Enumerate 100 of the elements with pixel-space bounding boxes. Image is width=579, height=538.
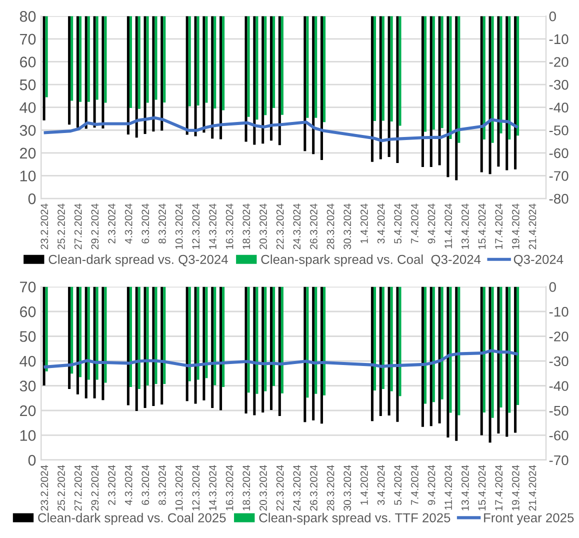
- legend-label: Clean-dark spread vs. Coal 2025: [38, 512, 226, 525]
- y2-tick-label: -50: [549, 125, 568, 136]
- x-tick-label: 1.4.2024: [360, 465, 368, 505]
- y2-tick-label: -60: [549, 148, 568, 158]
- x-tick-label: 28.3.2024: [326, 465, 334, 511]
- y2-tick-label: -70: [549, 455, 568, 466]
- x-tick-label: 27.2.2024: [74, 204, 82, 250]
- x-tick-label: 28.3.2024: [326, 204, 334, 250]
- x-tick-label: 7.4.2024: [410, 465, 418, 505]
- x-tick-label: 26.3.2024: [310, 465, 318, 511]
- legend-label: Q3-2024: [514, 254, 564, 266]
- y-tick-label: 10: [20, 170, 36, 182]
- x-tick-label: 20.3.2024: [260, 465, 267, 511]
- x-tick-label: 25.2.2024: [58, 204, 65, 250]
- y2-tick-label: -20: [549, 332, 568, 342]
- x-tick-label: 21.4.2024: [528, 465, 536, 511]
- x-tick-label: 13.4.2024: [461, 465, 469, 510]
- y2-tick-label: 0: [549, 282, 556, 292]
- y-tick-label: 20: [20, 405, 36, 416]
- x-tick-label: 13.4.2024: [461, 204, 469, 249]
- x-tick-label: 11.4.2024: [444, 204, 452, 248]
- y-tick-label: 20: [20, 148, 36, 159]
- x-tick-label: 27.2.2024: [74, 465, 82, 511]
- x-tick-label: 5.4.2024: [394, 465, 402, 505]
- y-tick-label: 50: [20, 79, 36, 90]
- y2-tick-label: -10: [549, 306, 568, 317]
- x-tick-label: 23.2.2024: [40, 465, 48, 511]
- x-tick-label: 4.3.2024: [124, 465, 132, 506]
- x-tick-label: 18.3.2024: [242, 204, 250, 249]
- y2-tick-label: -60: [549, 430, 568, 440]
- x-tick-label: 18.3.2024: [242, 465, 250, 510]
- x-tick-label: 24.3.2024: [293, 204, 301, 250]
- y-tick-label: 0: [28, 193, 36, 204]
- legend-label: Clean-spark spread vs. Coal Q3-2024: [261, 254, 481, 267]
- x-tick-label: 29.2.2024: [91, 204, 99, 250]
- legend-label: Clean-dark spread vs. Q3-2024: [48, 254, 228, 267]
- x-tick-label: 23.2.2024: [40, 204, 48, 250]
- x-tick-label: 29.2.2024: [91, 465, 99, 511]
- y-tick-label: 40: [20, 356, 36, 367]
- y-tick-label: 0: [28, 454, 36, 466]
- x-tick-label: 2.3.2024: [108, 204, 116, 244]
- y-tick-label: 30: [20, 124, 36, 136]
- line-series: [44, 349, 518, 368]
- line-series: [44, 116, 518, 142]
- x-tick-label: 8.3.2024: [158, 204, 166, 244]
- y2-tick-label: -30: [549, 356, 568, 366]
- y-tick-label: 10: [20, 430, 36, 441]
- x-tick-label: 17.4.2024: [495, 204, 503, 249]
- x-tick-label: 30.3.2024: [344, 204, 352, 250]
- x-tick-label: 2.3.2024: [108, 465, 116, 505]
- x-tick-label: 19.4.2024: [512, 465, 520, 510]
- x-tick-label: 11.4.2024: [444, 465, 452, 510]
- legend-label: Clean-spark spread vs. TTF 2025: [259, 512, 450, 525]
- x-tick-label: 10.3.2024: [175, 204, 183, 249]
- y-tick-label: 60: [20, 56, 36, 68]
- x-tick-label: 10.3.2024: [175, 465, 183, 510]
- x-tick-label: 6.3.2024: [142, 204, 150, 244]
- legend-label: Front year 2025: [484, 513, 574, 525]
- y-tick-label: 30: [20, 380, 36, 392]
- x-tick-label: 19.4.2024: [512, 204, 520, 249]
- x-tick-label: 24.3.2024: [293, 465, 301, 511]
- x-tick-label: 26.3.2024: [310, 204, 318, 250]
- x-tick-label: 22.3.2024: [276, 465, 284, 511]
- x-tick-label: 17.4.2024: [495, 465, 503, 510]
- y2-tick-label: -40: [549, 102, 568, 112]
- x-tick-label: 12.3.2024: [192, 204, 200, 249]
- y-tick-label: 40: [20, 102, 36, 114]
- x-tick-label: 1.4.2024: [360, 204, 368, 244]
- y2-tick-label: -30: [549, 80, 568, 90]
- x-tick-label: 8.3.2024: [158, 465, 166, 505]
- x-tick-label: 4.3.2024: [124, 204, 132, 244]
- x-tick-label: 25.2.2024: [58, 465, 65, 511]
- x-tick-label: 5.4.2024: [394, 204, 402, 244]
- x-tick-label: 9.4.2024: [428, 204, 436, 244]
- x-tick-label: 20.3.2024: [260, 204, 267, 250]
- y-tick-label: 80: [20, 11, 36, 22]
- y2-tick-label: -20: [549, 57, 568, 67]
- y2-tick-label: -70: [549, 171, 568, 181]
- y2-tick-label: -50: [549, 406, 568, 416]
- y2-tick-label: -80: [549, 194, 568, 204]
- y-tick-label: 50: [20, 331, 36, 342]
- x-tick-label: 30.3.2024: [344, 465, 352, 511]
- y-tick-label: 60: [20, 306, 36, 318]
- x-tick-label: 3.4.2024: [377, 204, 385, 244]
- x-tick-label: 7.4.2024: [410, 204, 418, 244]
- x-tick-label: 12.3.2024: [192, 465, 200, 510]
- x-tick-label: 6.3.2024: [142, 465, 150, 505]
- x-tick-label: 14.3.2024: [209, 204, 216, 249]
- y-tick-label: 70: [20, 34, 36, 45]
- x-tick-label: 16.3.2024: [226, 204, 234, 249]
- y-tick-label: 70: [20, 282, 36, 292]
- x-tick-label: 22.3.2024: [276, 204, 284, 250]
- x-tick-label: 9.4.2024: [428, 465, 436, 505]
- x-tick-label: 3.4.2024: [377, 465, 385, 505]
- y2-tick-label: 0: [549, 11, 556, 22]
- x-tick-label: 16.3.2024: [226, 465, 234, 510]
- x-tick-label: 21.4.2024: [528, 204, 536, 250]
- y2-tick-label: -10: [549, 34, 568, 44]
- y2-tick-label: -40: [549, 381, 568, 391]
- x-tick-label: 14.3.2024: [209, 465, 216, 510]
